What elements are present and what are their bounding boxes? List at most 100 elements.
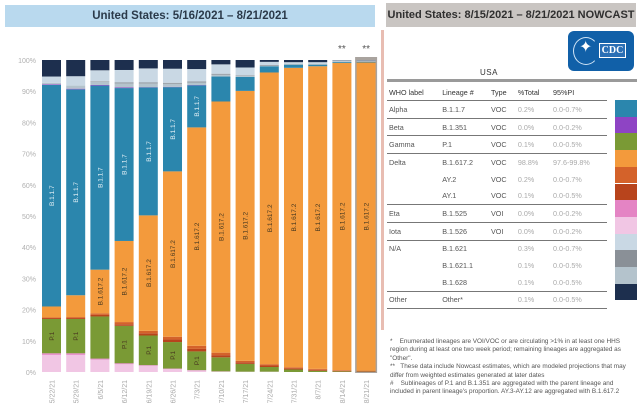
bar-segment-b-1-1-7 [259,66,279,73]
bar-data-label: B.1.617.2 [146,259,153,287]
bar-segment-ay-2 [235,360,255,363]
bar-data-label: B.1.617.2 [339,202,346,230]
bar-data-label: P.1 [122,340,129,349]
table-row: AY.2 VOC 0.2% 0.0-0.7% [387,171,607,188]
bar-segment-b-1-628 [235,75,255,77]
cell-who-label: Alpha [387,100,441,119]
bar-segment-ay-1 [187,348,207,352]
bar-data-label: B.1.617.2 [364,202,371,230]
bar-segment-b-1-617-2 [90,269,110,314]
bar-segment-other [66,60,86,77]
bar-segment-b-1-628 [114,83,134,88]
right-panel-title-text: United States: 8/15/2021 – 8/21/2021 NOW… [387,9,635,21]
header-pi: 95%PI [553,87,575,97]
cell-pct-total: 0.1% [517,191,535,201]
bar-segment-p-1 [66,318,86,354]
y-tick-label: 0% [26,370,36,377]
table-top-rule [387,79,637,82]
cell-type [489,257,516,274]
header-lineage: Lineage # [442,87,474,97]
footnote-2: ** These data include Nowcast estimates,… [390,363,626,379]
bar-segment-b-1-1-7 [211,76,231,102]
variant-proportions-chart: 0% 10% 20% 30% 40% 50% 60% 70% 80% 90% 100% 5/22/21… [18,44,378,403]
table-row: N/A B.1.621 0.3% 0.0-0.7% [387,239,607,258]
header-who-label: WHO label [389,87,424,97]
table-row: B.1.621.1 0.1% 0.0-0.5% [387,257,607,274]
bar-data-label: B.1.617.2 [97,277,104,305]
bar-segment-p-1 [211,357,231,372]
bar-segment-b-1-351 [42,84,61,85]
bar-segment-b-1-526 [163,368,182,372]
bar-segment-other [259,60,279,62]
bar-segment-other [308,60,328,63]
bar-segment-b-1-617-2 [42,306,61,318]
x-tick-label: 6/12/21 [122,380,129,403]
panel-divider [381,30,384,330]
cell-pi: 0.0-0.2% [551,204,607,223]
bar-segment-b-1-351 [66,88,86,90]
bar-segment-b-1-621-1 [138,82,158,84]
cell-pct-total: 0.1% [517,277,535,287]
bar-segment-other [284,60,303,63]
bar-segment-ay-2 [356,370,376,372]
bar-segment-p-1 [284,369,303,372]
bar-segment-b-1-525 [114,363,134,365]
bar-segment-other [187,60,207,70]
bar-segment-b-1-617-2 [163,171,182,337]
bar-segment-b-1-621 [332,60,352,62]
bar-segment-b-1-525 [66,353,86,355]
cell-pi: 97.6-99.8% [551,153,607,171]
cell-pct-total: 0.0% [515,117,552,136]
cell-pi: 0.0-0.2% [551,221,607,240]
bar-segment-ay-2 [66,317,86,319]
bar-segment-b-1-621-1 [114,82,134,84]
nowcast-marker: ** [362,44,370,55]
bar-segment-b-1-526 [211,371,231,372]
bar-segment-ay-1 [138,333,158,336]
bar-segment-b-1-1-7 [138,87,158,216]
bar-segment-b-1-617-2 [308,66,328,369]
bar-segment-b-1-621 [356,60,376,62]
cell-pct-total: 0.3% [515,239,552,258]
x-tick-label: 8/14/21 [340,380,347,403]
nowcast-marker: ** [338,44,346,55]
cell-lineage: B.1.351 [440,117,490,136]
cell-pct-total: 0.2% [517,174,535,184]
legend-swatch [615,100,637,117]
bar-segment-ay-1 [163,339,182,343]
bar-data-label: B.1.1.7 [146,141,153,162]
bar-segment-ay-2 [284,367,303,369]
bar-segment-p-1 [138,335,158,366]
bar-segment-ay-2 [332,370,352,371]
cell-lineage: B.1.617.2 [440,153,490,171]
bar-segment-b-1-617-2 [356,62,376,371]
bar-segment-b-1-617-2 [138,215,158,331]
bar-segment-b-1-621 [163,68,182,83]
cell-type: VOC [489,100,516,119]
cell-who-label: Eta [387,204,441,223]
bar-segment-ay-1 [259,365,279,368]
bar-data-label: B.1.1.7 [122,154,129,175]
x-tick-label: 6/26/21 [171,380,178,403]
table-row: Beta B.1.351 VOC 0.0% 0.0-0.2% [387,117,607,136]
cell-who-label [387,274,440,291]
cell-who-label [387,257,440,274]
left-panel-title: United States: 5/16/2021 – 8/21/2021 [5,5,375,27]
cell-lineage: B.1.628 [442,277,467,287]
cell-lineage: B.1.525 [440,204,490,223]
bar-segment-ay-1 [42,318,61,319]
bar-segment-other [163,60,182,69]
bar-data-label: B.1.1.7 [194,96,201,117]
table-row: B.1.628 0.1% 0.0-0.5% [387,274,607,291]
legend-swatch [615,166,637,184]
cell-lineage: B.1.621 [440,239,490,258]
bar-segment-other [235,60,255,68]
cell-lineage: B.1.1.7 [440,100,490,119]
cell-type: VOC [489,153,516,171]
bar-segment-b-1-617-2 [114,240,134,323]
cell-type: VOC [489,117,516,136]
x-tick-label: 7/10/21 [219,380,226,403]
cell-pi: 0.0-0.7% [553,174,582,184]
cell-pi: 0.0-0.2% [551,117,607,136]
bar-data-label: P.1 [146,345,153,354]
